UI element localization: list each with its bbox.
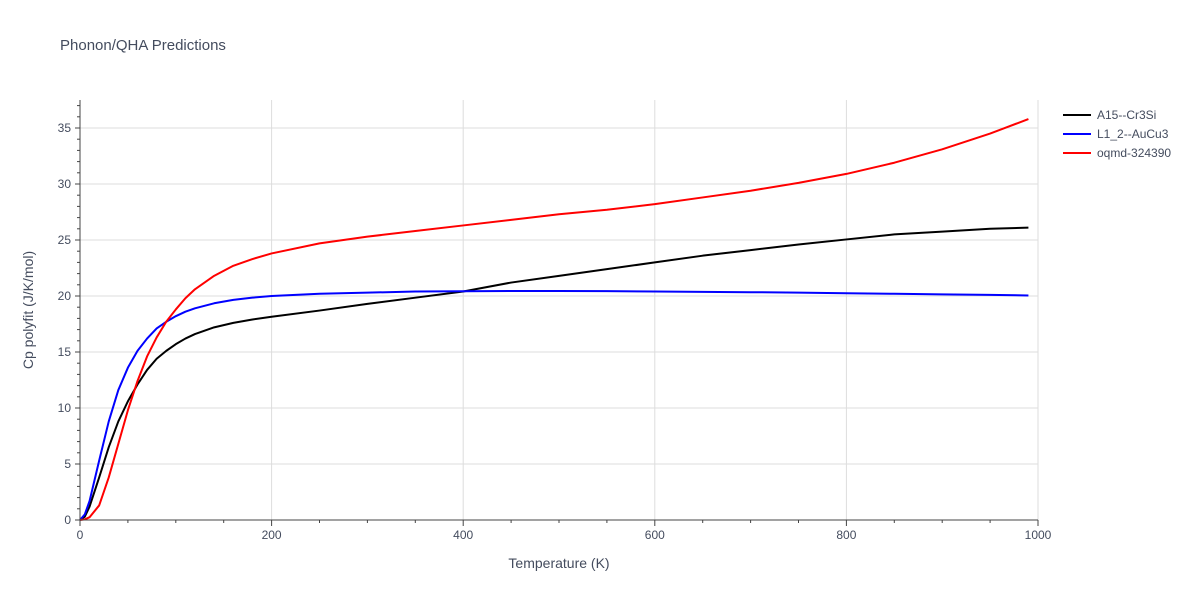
y-tick-label: 15 bbox=[58, 345, 72, 359]
chart-title: Phonon/QHA Predictions bbox=[60, 37, 226, 54]
y-tick-label: 0 bbox=[64, 513, 71, 527]
ticks: 0 200 400 600 800 1000 0 5 10 15 20 25 30 35 bbox=[58, 105, 1052, 542]
x-tick-label: 400 bbox=[453, 528, 473, 542]
y-axis-title: Cp polyfit (J/K/mol) bbox=[20, 251, 36, 369]
legend-label: oqmd-324390 bbox=[1097, 146, 1171, 160]
y-tick-label: 20 bbox=[58, 289, 72, 303]
series-line-3 bbox=[79, 118, 1029, 521]
series-line-2 bbox=[79, 289, 1029, 521]
legend-item[interactable]: A15--Cr3Si bbox=[1063, 108, 1156, 122]
legend-label: L1_2--AuCu3 bbox=[1097, 127, 1169, 141]
y-tick-label: 35 bbox=[58, 121, 72, 135]
legend-item[interactable]: L1_2--AuCu3 bbox=[1063, 127, 1169, 141]
legend-label: A15--Cr3Si bbox=[1097, 108, 1156, 122]
legend-item[interactable]: oqmd-324390 bbox=[1063, 146, 1171, 160]
y-tick-label: 5 bbox=[64, 457, 71, 471]
y-tick-label: 25 bbox=[58, 233, 72, 247]
x-tick-label: 0 bbox=[77, 528, 84, 542]
x-tick-label: 1000 bbox=[1025, 528, 1052, 542]
x-axis-title: Temperature (K) bbox=[508, 555, 609, 571]
plot-area bbox=[79, 118, 1029, 521]
x-tick-label: 800 bbox=[836, 528, 856, 542]
legend: A15--Cr3Si L1_2--AuCu3 oqmd-324390 bbox=[1063, 108, 1171, 160]
x-tick-label: 200 bbox=[262, 528, 282, 542]
grid bbox=[80, 100, 1039, 520]
series-line-1 bbox=[79, 226, 1029, 521]
y-tick-label: 30 bbox=[58, 177, 72, 191]
x-tick-label: 600 bbox=[645, 528, 665, 542]
y-tick-label: 10 bbox=[58, 401, 72, 415]
